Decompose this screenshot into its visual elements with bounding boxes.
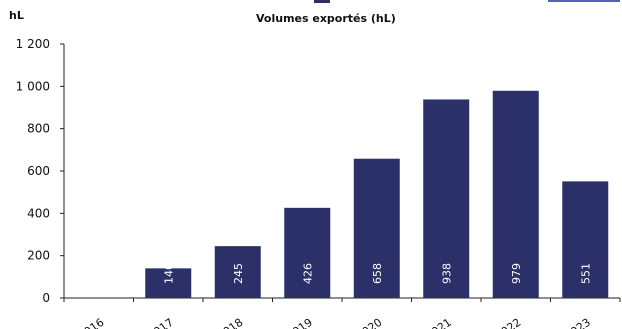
x-category-label: 2020 <box>354 316 384 329</box>
x-category-label: 2023 <box>563 316 593 329</box>
y-tick-label: 200 <box>27 249 50 263</box>
x-category-label: 2018 <box>215 316 245 329</box>
bar-data-label: 140 <box>162 263 175 284</box>
y-tick-label: 800 <box>27 122 50 136</box>
bar <box>562 181 609 298</box>
bar-data-label: 551 <box>579 263 592 284</box>
header-accent-mark <box>314 0 330 3</box>
bar-data-label: 658 <box>371 263 384 284</box>
x-category-label: 2022 <box>493 316 523 329</box>
y-tick-label: 1 000 <box>16 79 50 93</box>
y-axis-unit-label: hL <box>9 9 24 22</box>
bar <box>284 207 331 298</box>
y-tick-label: 400 <box>27 206 50 220</box>
x-category-label: 2021 <box>424 316 454 329</box>
chart-title: Volumes exportés (hL) <box>256 12 396 25</box>
y-tick-label: 0 <box>42 291 50 305</box>
bar <box>353 158 400 298</box>
y-tick-label: 600 <box>27 164 50 178</box>
x-category-label: 2016 <box>76 316 106 329</box>
bar <box>214 246 261 298</box>
bar <box>423 99 470 298</box>
x-category-label: 2019 <box>285 316 315 329</box>
x-category-label: 2017 <box>146 316 176 329</box>
bar <box>145 268 192 298</box>
bar-data-label: 426 <box>301 263 314 284</box>
bar-data-label: 245 <box>232 263 245 284</box>
bar <box>492 90 539 298</box>
header-accent-bar <box>548 0 620 2</box>
bar-data-label: 979 <box>510 263 523 284</box>
y-tick-label: 1 200 <box>16 37 50 51</box>
bar-data-label: 938 <box>440 263 453 284</box>
